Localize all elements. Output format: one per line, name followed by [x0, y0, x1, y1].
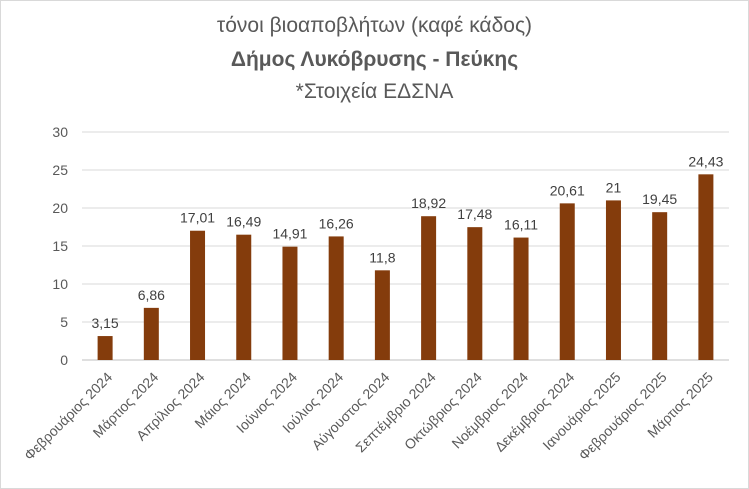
data-label: 19,45 [642, 191, 677, 207]
y-tick-label: 0 [60, 352, 68, 368]
y-tick-label: 30 [52, 124, 68, 140]
bar [467, 227, 483, 360]
bar [605, 200, 621, 360]
bar [698, 174, 714, 360]
y-tick-label: 20 [52, 200, 68, 216]
data-label: 17,48 [457, 206, 492, 222]
bar [328, 236, 344, 360]
x-tick-label: Ιανουάριος 2025 [539, 369, 623, 453]
bar [97, 336, 113, 360]
y-tick-label: 10 [52, 276, 68, 292]
data-label: 17,01 [180, 210, 215, 226]
data-label: 16,11 [504, 217, 538, 233]
bar [513, 237, 529, 360]
x-tick-label: Δεκέμβριος 2024 [491, 369, 577, 455]
chart-subtitle: Δήμος Λυκόβρυσης - Πεύκης [230, 48, 519, 71]
data-label: 14,91 [272, 226, 307, 242]
bar [236, 234, 252, 360]
data-label: 16,26 [319, 215, 354, 231]
y-tick-label: 15 [52, 238, 68, 254]
bar [652, 212, 668, 360]
bar [421, 216, 437, 360]
chart-title: τόνοι βιοαποβλήτων (καφέ κάδος) [216, 14, 533, 37]
data-label: 16,49 [226, 214, 261, 230]
y-tick-label: 25 [52, 162, 68, 178]
data-label: 18,92 [411, 195, 446, 211]
data-label: 20,61 [550, 182, 585, 198]
bar [559, 203, 575, 360]
bar [190, 230, 206, 360]
bar [143, 307, 159, 360]
data-label: 3,15 [91, 315, 118, 331]
data-label: 21 [606, 179, 622, 195]
x-tick-label: Φεβρουάριος 2025 [575, 369, 670, 464]
x-tick-label: Αύγουστος 2024 [308, 369, 392, 453]
x-tick-label: Οκτώβριος 2024 [401, 369, 485, 453]
bar [374, 270, 390, 360]
y-tick-label: 5 [60, 314, 68, 330]
chart-note: *Στοιχεία ΕΔΣΝΑ [295, 80, 454, 103]
bar [282, 246, 298, 360]
data-label: 11,8 [369, 249, 395, 265]
x-tick-label: Φεβρουάριος 2024 [21, 369, 116, 464]
data-label: 24,43 [688, 153, 723, 169]
data-label: 6,86 [138, 287, 165, 303]
x-tick-label: Σεπτέμβριο 2024 [352, 369, 439, 456]
